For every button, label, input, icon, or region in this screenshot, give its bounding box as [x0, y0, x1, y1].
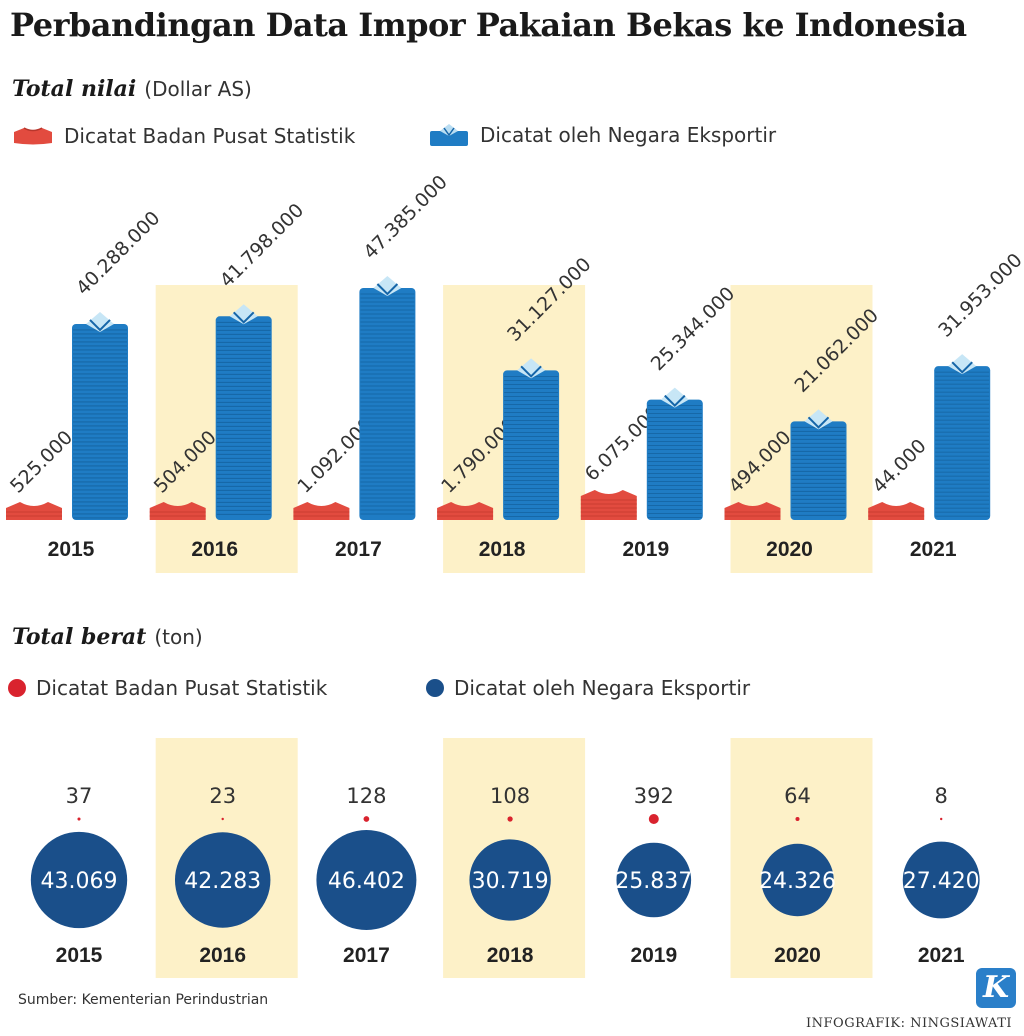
tick-label-weight-2019: 2019 [630, 944, 677, 967]
data-label-exporter-weight-2015: 43.069 [41, 869, 118, 894]
red-shirt-icon [14, 127, 52, 145]
bubble-bps-2017 [363, 816, 370, 822]
bar-exporter-2017 [359, 276, 416, 520]
tick-label-value-2018: 2018 [479, 538, 526, 561]
tick-label-weight-2015: 2015 [56, 944, 103, 967]
bubble-bps-2016 [221, 817, 224, 821]
data-label-exporter-2015: 40.288.000 [72, 207, 164, 299]
legend-bps-weight: Dicatat Badan Pusat Statistik [8, 676, 327, 700]
tick-label-weight-2017: 2017 [343, 944, 390, 967]
data-label-bps-weight-2015: 37 [66, 784, 93, 808]
bubble-bps-2020 [795, 816, 800, 822]
data-label-exporter-weight-2018: 30.719 [472, 869, 549, 894]
bubble-bps-2021 [940, 817, 943, 821]
data-label-exporter-2019: 25.344.000 [647, 283, 739, 375]
infographic-credit: INFOGRAFIK: NINGSIAWATI [806, 1016, 1012, 1031]
data-label-bps-weight-2021: 8 [935, 784, 948, 808]
bubble-exporter-2019 [616, 842, 692, 918]
data-label-bps-2015: 525.000 [6, 426, 77, 497]
tick-label-value-2017: 2017 [335, 538, 382, 561]
legend-exporter-value: Dicatat oleh Negara Eksportir [428, 122, 776, 148]
tick-label-value-2019: 2019 [622, 538, 669, 561]
bubble-exporter-2018 [469, 839, 551, 921]
data-label-exporter-2017: 47.385.000 [359, 171, 451, 263]
bar-bps-2018 [437, 502, 494, 520]
tick-label-weight-2021: 2021 [918, 944, 965, 967]
bar-exporter-2019 [646, 387, 703, 520]
data-label-exporter-weight-2020: 24.326 [759, 869, 836, 894]
bar-bps-2017 [293, 502, 350, 520]
tick-label-value-2016: 2016 [191, 538, 238, 561]
data-label-exporter-2016: 41.798.000 [216, 199, 308, 291]
bubble-exporter-2020 [761, 843, 834, 917]
data-label-bps-weight-2017: 128 [346, 784, 386, 808]
kompas-logo: K [976, 968, 1016, 1008]
tick-label-weight-2020: 2020 [774, 944, 821, 967]
data-label-exporter-weight-2021: 27.420 [903, 869, 980, 894]
data-label-bps-weight-2018: 108 [490, 784, 530, 808]
bar-exporter-2018 [503, 358, 560, 520]
legend-exporter-weight: Dicatat oleh Negara Eksportir [426, 676, 750, 700]
data-label-bps-weight-2019: 392 [634, 784, 674, 808]
bubble-exporter-2017 [316, 830, 417, 930]
legend-bps-weight-label: Dicatat Badan Pusat Statistik [36, 676, 328, 700]
bar-exporter-2021 [934, 354, 991, 520]
bubble-bps-2018 [507, 816, 513, 822]
bar-bps-2019 [580, 490, 637, 520]
blue-shirt-icon [430, 124, 468, 146]
value-section-title: Total nilai (Dollar AS) [12, 76, 252, 102]
data-label-bps-weight-2016: 23 [209, 784, 236, 808]
red-dot-icon [8, 679, 26, 697]
bar-bps-2021 [868, 502, 925, 520]
bar-exporter-2020 [790, 409, 847, 520]
bubble-bps-2015 [77, 817, 81, 821]
legend-bps-label: Dicatat Badan Pusat Statistik [64, 124, 356, 148]
bubble-exporter-2016 [174, 832, 271, 928]
legend-bps-value: Dicatat Badan Pusat Statistik [12, 124, 355, 148]
blue-dot-icon [426, 679, 444, 697]
data-label-exporter-weight-2017: 46.402 [328, 869, 405, 894]
data-label-exporter-weight-2019: 25.837 [615, 869, 692, 894]
source-note: Sumber: Kementerian Perindustrian [18, 992, 269, 1008]
tick-label-value-2015: 2015 [48, 538, 95, 561]
bubble-exporter-2021 [902, 841, 980, 919]
bubble-bps-2019 [648, 814, 659, 824]
data-label-exporter-2021: 31.953.000 [934, 249, 1024, 341]
page-title: Perbandingan Data Impor Pakaian Bekas ke… [10, 6, 967, 44]
bubble-exporter-2015 [30, 831, 128, 929]
tick-label-weight-2016: 2016 [199, 944, 246, 967]
bar-bps-2016 [149, 502, 206, 520]
data-label-bps-2021: 44.000 [868, 435, 931, 498]
bar-exporter-2016 [215, 304, 272, 520]
tick-label-value-2021: 2021 [910, 538, 957, 561]
bar-bps-2020 [724, 502, 781, 520]
legend-exporter-label: Dicatat oleh Negara Eksportir [480, 123, 777, 147]
bar-bps-2015 [6, 502, 62, 520]
bar-exporter-2015 [72, 311, 128, 520]
data-label-bps-weight-2020: 64 [784, 784, 811, 808]
legend-exporter-weight-label: Dicatat oleh Negara Eksportir [454, 676, 751, 700]
tick-label-value-2020: 2020 [766, 538, 813, 561]
tick-label-weight-2018: 2018 [487, 944, 534, 967]
weight-section-title: Total berat (ton) [12, 624, 203, 650]
data-label-exporter-weight-2016: 42.283 [184, 869, 261, 894]
